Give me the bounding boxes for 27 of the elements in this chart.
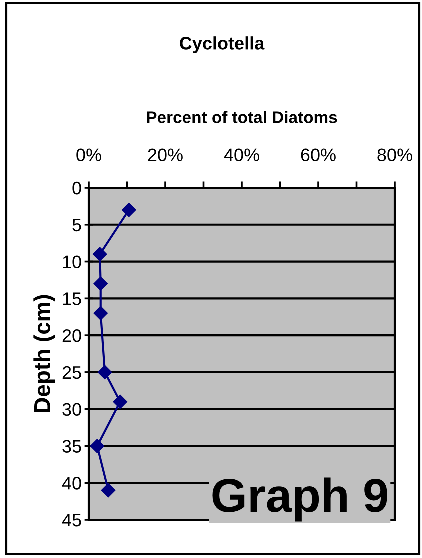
point — [98, 365, 112, 380]
point — [113, 394, 128, 410]
point — [122, 202, 137, 218]
y-tick-label: 5 — [72, 219, 82, 232]
x-tick-label: 20% — [148, 148, 183, 162]
point — [90, 438, 105, 454]
y-tick-label: 45 — [62, 514, 82, 527]
point — [93, 306, 108, 321]
y-tick-label: 35 — [62, 440, 82, 453]
y-tick-label: 0 — [72, 182, 82, 195]
chart-title: Cyclotella — [180, 36, 265, 54]
point — [101, 483, 116, 498]
y-tick-label: 15 — [63, 292, 82, 306]
y-tick-label: 25 — [62, 366, 82, 380]
x-axis-title: Percent of total Diatoms — [147, 111, 338, 124]
annotation: Graph 9 — [212, 478, 388, 522]
y-tick-label: 20 — [62, 329, 82, 342]
y-tick-label: 30 — [62, 403, 82, 416]
y-tick-label: 10 — [63, 256, 82, 268]
x-tick-label: 80% — [378, 148, 412, 162]
x-tick-label: 60% — [301, 148, 336, 162]
x-tick-label: 40% — [224, 148, 260, 162]
point — [92, 247, 108, 262]
y-tick-label: 40 — [62, 477, 82, 490]
y-axis-title: Depth (cm) — [34, 295, 56, 412]
point — [93, 276, 108, 292]
x-tick-label: 0% — [76, 148, 102, 162]
